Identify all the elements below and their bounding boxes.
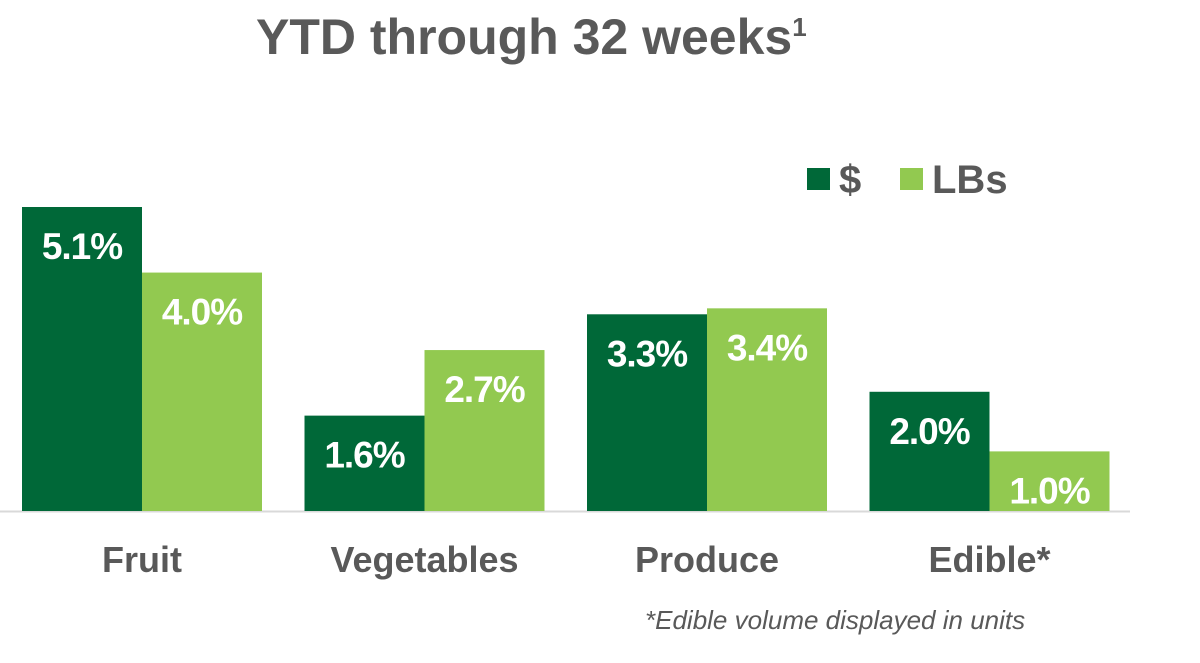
data-label: 3.4%: [727, 327, 807, 368]
data-label: 2.0%: [889, 411, 969, 452]
title-text: YTD through 32 weeks: [256, 9, 793, 65]
category-label: Produce: [635, 539, 779, 580]
bar-lbs-1: [424, 350, 545, 511]
legend-label: LBs: [932, 158, 1008, 202]
data-label: 3.3%: [607, 333, 687, 374]
chart-title: YTD through 32 weeks1: [256, 8, 807, 66]
bar-dollar-0: [22, 207, 142, 511]
legend-swatch: [900, 168, 923, 190]
category-label: Edible*: [928, 539, 1050, 580]
bar-lbs-2: [707, 308, 827, 511]
title-superscript: 1: [792, 12, 807, 42]
data-label: 2.7%: [444, 369, 524, 410]
data-label: 5.1%: [42, 226, 122, 267]
legend-label: $: [839, 158, 861, 202]
bar-dollar-2: [587, 314, 707, 511]
category-label: Vegetables: [330, 539, 518, 580]
footnote: *Edible volume displayed in units: [645, 605, 1026, 635]
bar-lbs-0: [142, 272, 262, 511]
bar-dollar-3: [869, 391, 990, 511]
category-label: Fruit: [102, 539, 182, 580]
legend-swatch: [807, 168, 830, 190]
data-label: 4.0%: [162, 292, 242, 333]
bar-dollar-1: [304, 415, 425, 511]
bar-lbs-3: [989, 451, 1110, 511]
data-label: 1.6%: [324, 435, 404, 476]
data-label: 1.0%: [1009, 470, 1089, 511]
